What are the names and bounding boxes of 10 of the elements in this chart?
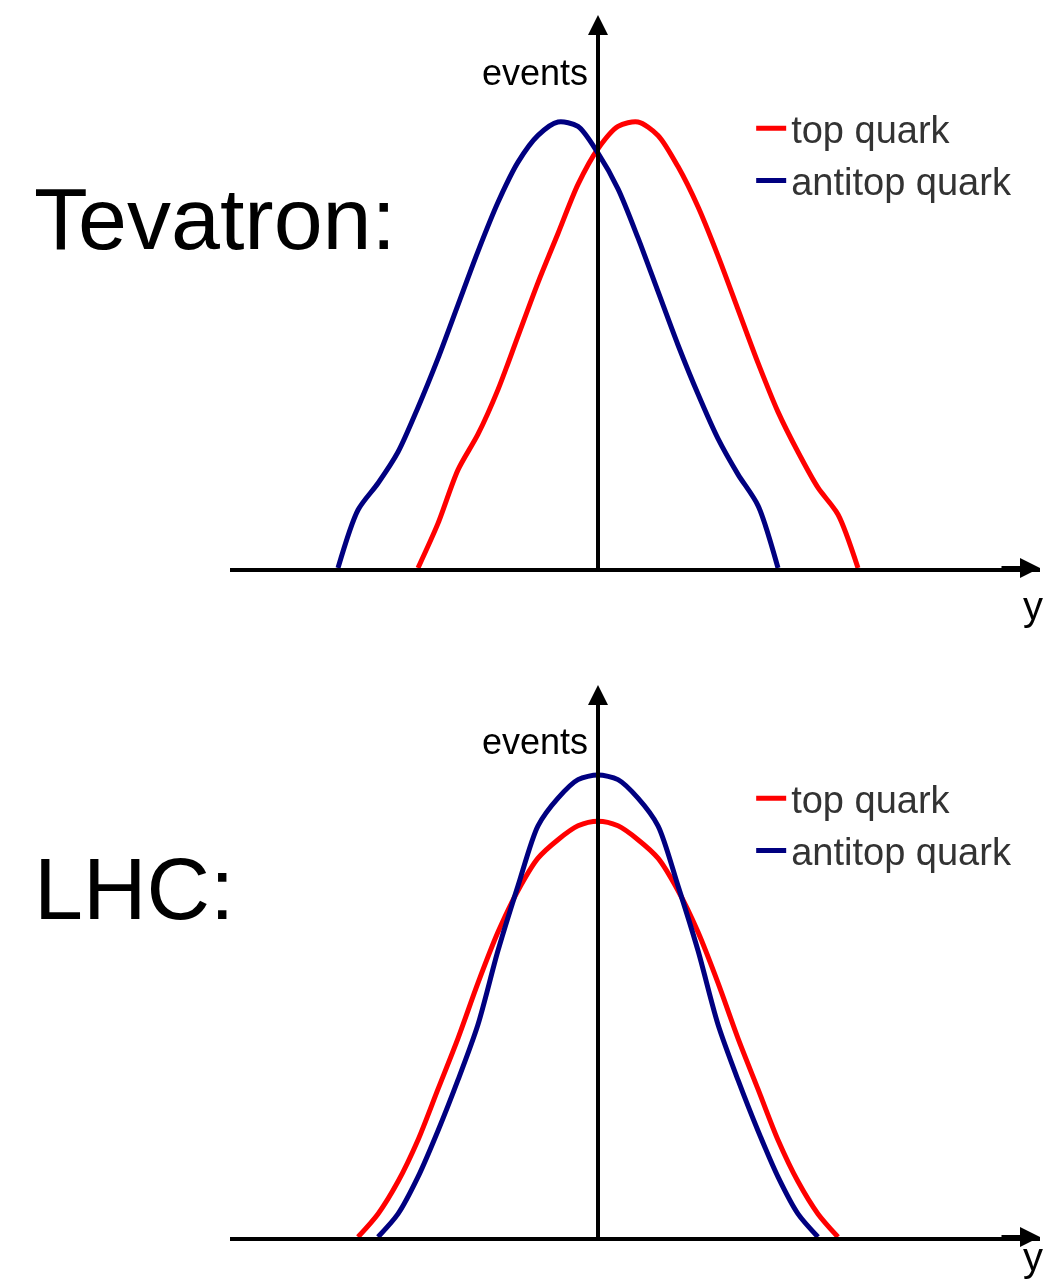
- legend-label: antitop quark: [791, 831, 1012, 874]
- legend-label: antitop quark: [791, 161, 1012, 204]
- legend-label: top quark: [791, 109, 951, 152]
- y-axis-title: events: [482, 721, 589, 762]
- text: LHC:: [34, 839, 235, 938]
- x-axis-title: y: [1023, 1235, 1043, 1279]
- y-axis-title: events: [482, 52, 589, 93]
- text: Tevatron:: [34, 169, 396, 268]
- legend-label: top quark: [791, 779, 951, 822]
- x-axis-title: y: [1023, 584, 1043, 628]
